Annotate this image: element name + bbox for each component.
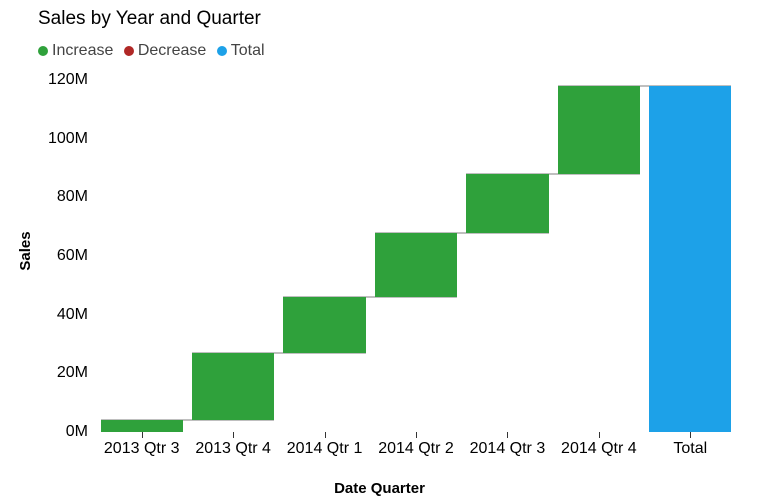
legend: Increase Decrease Total xyxy=(38,42,271,61)
y-tick-label: 120M xyxy=(48,71,88,89)
x-tick-mark xyxy=(416,432,417,438)
y-tick-label: 80M xyxy=(57,188,88,206)
bar-increase xyxy=(375,233,457,298)
x-axis-title: Date Quarter xyxy=(334,480,425,497)
bar-increase xyxy=(466,174,548,233)
legend-label-increase: Increase xyxy=(52,42,113,60)
x-tick-mark xyxy=(142,432,143,438)
chart-frame: Sales by Year and Quarter Increase Decre… xyxy=(0,0,759,501)
x-tick-mark xyxy=(233,432,234,438)
legend-item-decrease: Decrease xyxy=(124,42,206,60)
bar-increase xyxy=(558,86,640,174)
x-tick-label: 2013 Qtr 3 xyxy=(104,440,180,458)
legend-dot-increase xyxy=(38,46,48,56)
y-tick-label: 20M xyxy=(57,364,88,382)
y-tick-label: 0M xyxy=(66,423,88,441)
y-tick-label: 100M xyxy=(48,130,88,148)
x-tick-mark xyxy=(325,432,326,438)
chart-title: Sales by Year and Quarter xyxy=(38,8,261,30)
bar-total xyxy=(649,86,731,432)
x-tick-label: 2014 Qtr 2 xyxy=(378,440,454,458)
bar-increase xyxy=(101,420,183,432)
legend-dot-decrease xyxy=(124,46,134,56)
y-tick-label: 60M xyxy=(57,247,88,265)
x-tick-mark xyxy=(690,432,691,438)
legend-item-total: Total xyxy=(217,42,265,60)
x-tick-mark xyxy=(599,432,600,438)
plot-area xyxy=(96,80,736,432)
x-tick-label: 2014 Qtr 4 xyxy=(561,440,637,458)
legend-dot-total xyxy=(217,46,227,56)
y-tick-label: 40M xyxy=(57,306,88,324)
bar-increase xyxy=(192,353,274,420)
legend-item-increase: Increase xyxy=(38,42,113,60)
y-axis-title: Sales xyxy=(17,231,34,270)
x-tick-label: 2014 Qtr 1 xyxy=(287,440,363,458)
x-tick-mark xyxy=(507,432,508,438)
x-tick-label: 2014 Qtr 3 xyxy=(470,440,546,458)
x-tick-label: Total xyxy=(673,440,707,458)
bar-increase xyxy=(283,297,365,353)
legend-label-total: Total xyxy=(231,42,265,60)
legend-label-decrease: Decrease xyxy=(138,42,206,60)
x-tick-label: 2013 Qtr 4 xyxy=(195,440,271,458)
